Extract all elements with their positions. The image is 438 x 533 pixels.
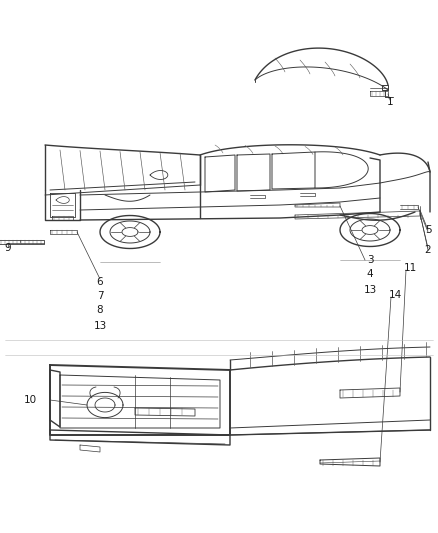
Text: 14: 14 — [389, 290, 402, 300]
Text: 6: 6 — [97, 277, 103, 287]
Text: 11: 11 — [403, 263, 417, 273]
Text: 4: 4 — [367, 269, 373, 279]
Text: 3: 3 — [367, 255, 373, 265]
Text: 2: 2 — [425, 245, 431, 255]
Text: 1: 1 — [387, 97, 393, 107]
Text: 9: 9 — [5, 243, 11, 253]
Text: 13: 13 — [364, 285, 377, 295]
Text: 7: 7 — [97, 291, 103, 301]
Text: 5: 5 — [425, 225, 431, 235]
Text: 10: 10 — [24, 395, 36, 405]
Text: 13: 13 — [93, 321, 106, 331]
Text: 8: 8 — [97, 305, 103, 315]
